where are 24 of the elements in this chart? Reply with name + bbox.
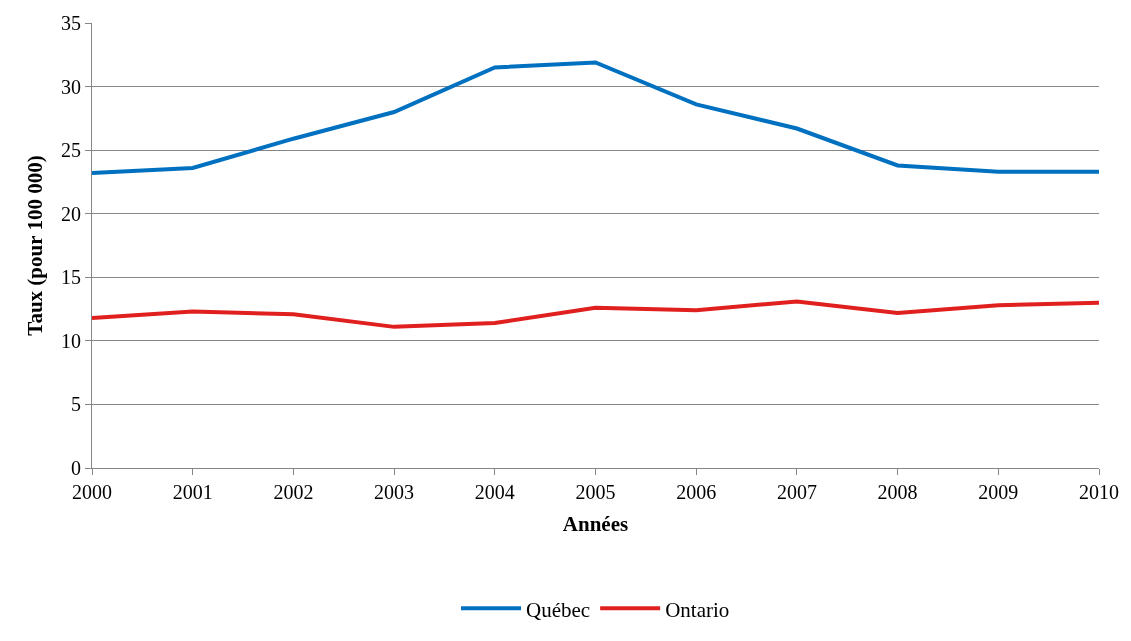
legend-label: Québec: [526, 597, 591, 622]
y-tick-label: 30: [61, 75, 81, 98]
y-tick-label: 35: [61, 12, 81, 34]
x-tick-label: 2001: [172, 481, 213, 503]
y-tick-label: 15: [61, 266, 81, 289]
x-tick-label: 2009: [978, 481, 1019, 503]
x-tick-label: 2005: [575, 481, 616, 503]
x-tick-label: 2008: [877, 481, 918, 503]
y-tick-label: 25: [61, 139, 81, 162]
y-tick-label: 5: [71, 393, 81, 416]
x-tick-label: 2010: [1079, 481, 1119, 503]
y-axis-title: Taux (pour 100 000): [23, 155, 48, 336]
y-tick-label: 20: [61, 202, 81, 225]
x-tick-label: 2002: [273, 481, 314, 503]
legend-label: Ontario: [665, 597, 730, 622]
y-tick-label: 0: [71, 457, 81, 479]
x-tick-label: 2006: [676, 481, 717, 503]
x-tick-label: 2003: [374, 481, 415, 503]
x-tick-label: 2004: [474, 481, 515, 503]
x-tick-label: 2007: [776, 481, 817, 503]
line-series: [92, 299, 1099, 329]
y-tick-label: 10: [61, 329, 81, 352]
x-tick-label: 2000: [72, 481, 112, 503]
x-axis-title: Années: [562, 512, 629, 537]
